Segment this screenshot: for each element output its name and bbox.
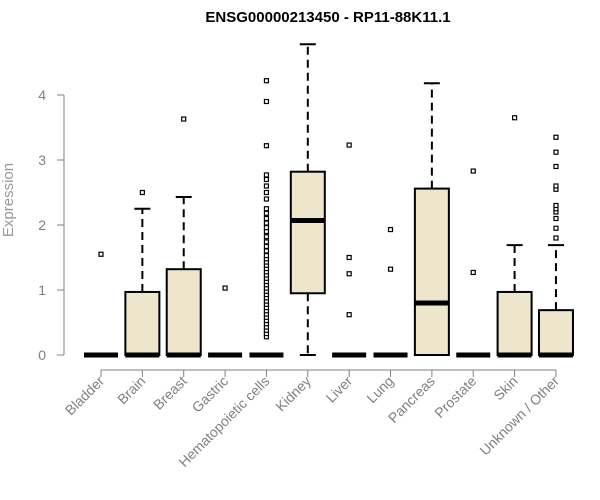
- box-kidney: [289, 43, 326, 356]
- outlier-point: [553, 235, 559, 241]
- outlier-point: [98, 251, 104, 257]
- outlier-point: [553, 163, 559, 170]
- box-unknown-other: [537, 134, 574, 358]
- box-pancreas: [413, 82, 450, 356]
- box-bladder: [84, 251, 118, 358]
- outlier-point: [553, 149, 559, 155]
- x-tick-label: Unknown / Other: [476, 373, 562, 459]
- y-axis-label: Expression: [0, 163, 17, 237]
- box-iqr: [496, 290, 533, 357]
- outlier-point: [263, 210, 270, 216]
- y-tick-label: 0: [38, 347, 46, 363]
- outlier-point: [263, 176, 270, 183]
- box-gastric: [208, 285, 243, 358]
- outlier-point: [553, 225, 559, 231]
- y-tick-label: 3: [38, 152, 46, 168]
- box-iqr: [537, 309, 574, 356]
- outlier-point: [263, 78, 270, 84]
- box-iqr: [124, 290, 161, 357]
- y-axis: 0 1 2 3 4: [38, 87, 65, 363]
- outlier-point: [553, 134, 559, 140]
- outlier-point: [511, 115, 518, 121]
- outlier-point: [139, 189, 145, 196]
- outlier-point: [263, 225, 270, 231]
- y-tick-label: 2: [38, 217, 46, 233]
- outlier-point: [553, 215, 559, 222]
- outlier-point: [263, 252, 270, 259]
- outlier-point: [263, 143, 270, 149]
- outlier-point: [387, 266, 394, 272]
- x-tick-label: Liver: [323, 373, 356, 406]
- outlier-point: [346, 271, 352, 277]
- box-liver: [332, 142, 367, 358]
- outlier-point: [346, 254, 352, 261]
- outlier-point: [470, 168, 476, 174]
- outlier-point: [346, 312, 352, 318]
- x-tick-label: Lung: [363, 373, 396, 406]
- outlier-point: [263, 206, 270, 212]
- x-tick-label: Prostate: [431, 373, 479, 421]
- x-tick-label: Skin: [490, 373, 521, 404]
- outlier-point: [222, 285, 228, 291]
- outlier-point: [263, 239, 270, 245]
- outlier-point: [263, 189, 270, 196]
- x-tick-label: Kidney: [272, 373, 314, 415]
- y-tick-label: 4: [38, 87, 46, 103]
- outlier-point: [553, 183, 559, 189]
- outlier-point: [346, 142, 352, 148]
- outlier-point: [263, 243, 270, 250]
- outlier-point: [263, 172, 270, 178]
- x-tick-label: Bladder: [62, 373, 108, 419]
- box-lung: [373, 226, 408, 358]
- outlier-point: [387, 226, 394, 233]
- outlier-point: [263, 248, 270, 254]
- boxes-layer: [84, 43, 574, 358]
- box-iqr: [413, 187, 450, 356]
- outlier-point: [263, 220, 270, 226]
- x-tick-label: Brain: [114, 373, 148, 407]
- outlier-point: [553, 202, 559, 209]
- outlier-point: [263, 98, 270, 105]
- outlier-point: [181, 116, 187, 122]
- box-hematopoietic-cells: [249, 78, 284, 358]
- chart-title: ENSG00000213450 - RP11-88K11.1: [205, 9, 450, 26]
- x-tick-label: Breast: [150, 373, 190, 413]
- y-tick-label: 1: [38, 282, 46, 298]
- box-skin: [496, 115, 533, 358]
- outlier-point: [263, 215, 270, 222]
- box-prostate: [456, 168, 491, 358]
- outlier-point: [470, 269, 476, 276]
- box-brain: [124, 189, 161, 358]
- box-iqr: [289, 170, 326, 295]
- box-breast: [165, 116, 202, 358]
- outlier-point: [263, 183, 270, 189]
- outlier-point: [263, 234, 270, 240]
- box-iqr: [165, 268, 202, 357]
- outlier-point: [263, 196, 270, 202]
